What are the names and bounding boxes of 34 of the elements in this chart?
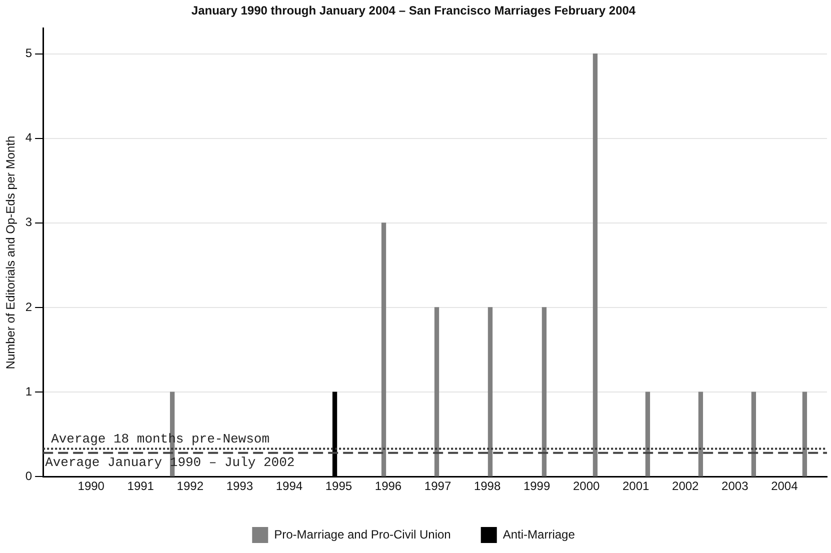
legend-label: Pro-Marriage and Pro-Civil Union [274, 527, 451, 542]
bar [592, 53, 598, 476]
x-tick-label: 2002 [672, 479, 700, 494]
bar [698, 392, 704, 476]
bar [488, 307, 493, 476]
x-tick-label: 1993 [226, 479, 254, 494]
bar [434, 307, 440, 476]
x-tick-label: 2000 [572, 479, 600, 494]
legend-label: Anti-Marriage [502, 527, 576, 542]
y-tick-label: 2 [25, 300, 32, 314]
y-tick-label: 0 [25, 468, 32, 483]
x-tick-label: 1994 [276, 479, 303, 494]
x-tick-label: 2001 [622, 479, 650, 494]
x-tick-label: 1990 [78, 479, 105, 494]
bar [751, 392, 756, 476]
bar [802, 392, 808, 476]
bar [542, 307, 547, 476]
y-tick-label: 1 [25, 384, 32, 398]
x-tick-label: 1995 [325, 479, 352, 494]
y-axis-title: Number of Editorials and Op-Eds per Month [4, 136, 18, 370]
bar [381, 222, 386, 476]
x-tick-label: 2003 [722, 479, 749, 494]
chart-title: January 1990 through January 2004 – San Francisco Marriages February 2004 [191, 4, 636, 18]
x-tick-label: 1992 [176, 479, 204, 494]
bar [645, 392, 650, 476]
x-tick-label: 1996 [374, 479, 402, 494]
y-tick-label: 3 [25, 215, 32, 230]
y-tick-label: 4 [25, 130, 32, 145]
x-tick-label: 2004 [771, 479, 798, 494]
x-tick-label: 1999 [523, 479, 550, 494]
x-tick-label: 1997 [424, 479, 452, 494]
y-tick-label: 5 [25, 46, 32, 60]
x-tick-label: 1998 [474, 479, 501, 494]
x-tick-label: 1991 [127, 479, 154, 494]
